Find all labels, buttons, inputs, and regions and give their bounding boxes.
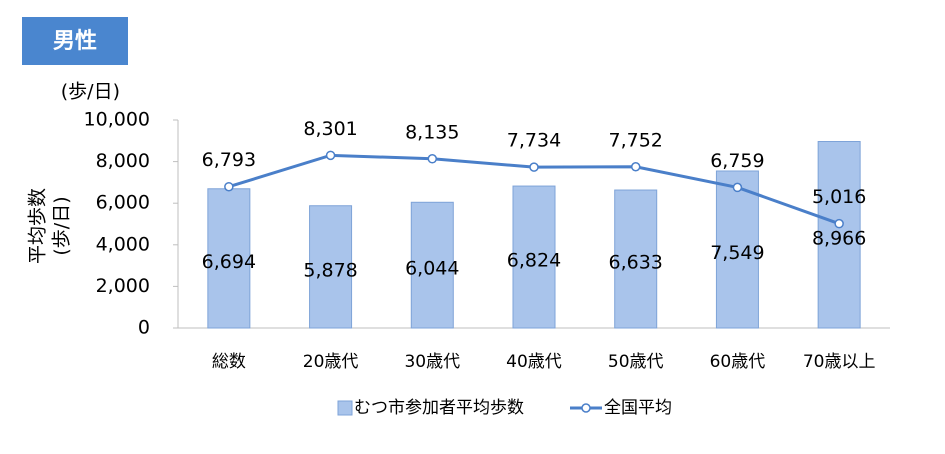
y-label-line: 平均歩数 — [27, 188, 49, 264]
line-marker — [224, 181, 234, 192]
y-tick-label: 0 — [138, 317, 150, 339]
x-tick-label: 20歳代 — [303, 352, 359, 372]
y-label-line: (歩/日) — [51, 196, 73, 255]
bar-value-label: 6,044 — [405, 258, 459, 280]
bar-value-label: 6,694 — [202, 251, 256, 273]
y-tick-label: 6,000 — [96, 192, 150, 214]
legend-marker — [581, 403, 591, 413]
x-tick-label: 40歳代 — [506, 352, 562, 372]
bar-value-label: 7,549 — [710, 242, 764, 264]
line-marker — [630, 162, 641, 172]
line-marker — [529, 162, 539, 172]
bar — [410, 201, 454, 329]
y-tick-label: 4,000 — [96, 233, 150, 255]
line-value-label: 5,016 — [812, 186, 866, 208]
line-value-label: 6,793 — [202, 149, 256, 171]
line-marker — [427, 154, 438, 164]
line-value-label: 8,301 — [303, 118, 357, 140]
line-marker — [325, 150, 336, 161]
y-unit: (歩/日) — [61, 81, 120, 103]
badge-box — [22, 17, 128, 65]
bar-value-label: 6,633 — [609, 252, 663, 274]
line-marker — [834, 218, 844, 229]
bar-value-label: 5,878 — [303, 259, 357, 281]
legend-label: 全国平均 — [604, 398, 672, 418]
line-marker — [732, 182, 743, 193]
bar — [512, 185, 556, 329]
line-value-label: 6,759 — [710, 150, 764, 172]
bar — [309, 205, 353, 329]
line-value-label: 7,752 — [609, 129, 663, 151]
bar-value-label: 8,966 — [812, 227, 866, 249]
bar — [817, 141, 861, 329]
badge: 男性 — [53, 29, 97, 54]
y-tick-label: 10,000 — [84, 109, 150, 131]
bar — [207, 188, 251, 329]
y-tick-label: 2,000 — [96, 275, 150, 297]
bar — [614, 189, 658, 329]
line-value-label: 7,734 — [507, 130, 561, 152]
line-value-label: 8,135 — [405, 121, 459, 143]
bar — [715, 170, 759, 329]
x-tick-label: 50歳代 — [608, 352, 664, 372]
x-tick-label: 60歳代 — [710, 352, 766, 372]
y-tick-label: 8,000 — [96, 150, 150, 172]
x-tick-label: 30歳代 — [404, 352, 460, 372]
legend-label: むつ市参加者平均歩数 — [354, 398, 524, 418]
y-axis-label: 平均歩数 (歩/日) — [27, 188, 73, 264]
x-tick-label: 総数 — [212, 352, 246, 372]
legend-swatch — [337, 400, 353, 416]
bar-value-label: 6,824 — [507, 250, 561, 272]
x-tick-label: 70歳以上 — [803, 352, 876, 372]
